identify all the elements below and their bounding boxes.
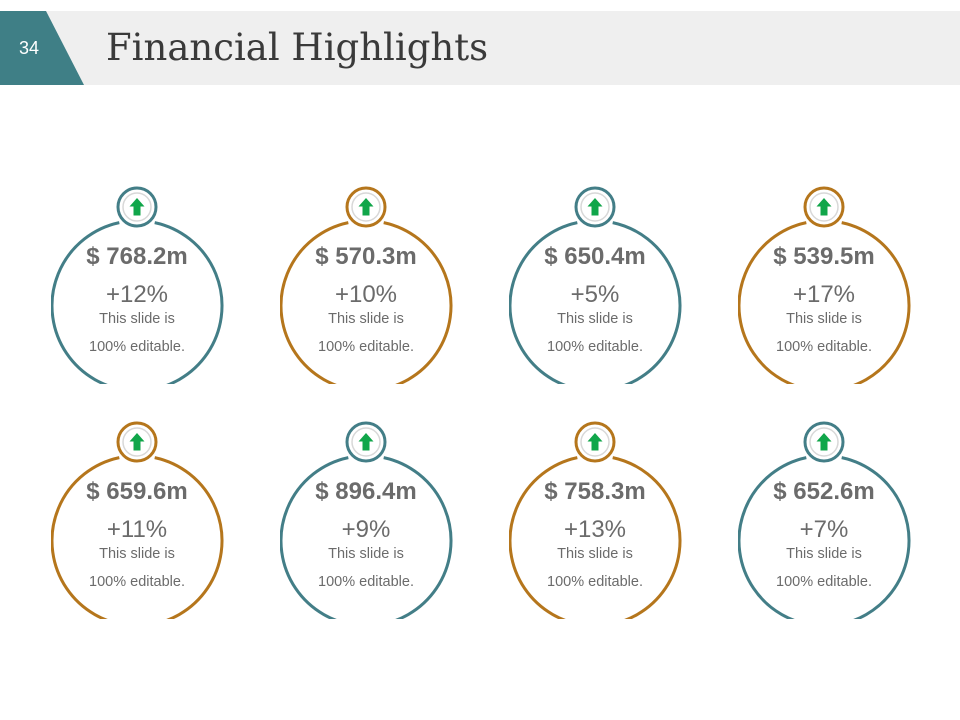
metric-description-line1: This slide is (557, 311, 633, 327)
metric-ring (51, 421, 224, 619)
metric-card: $ 652.6m +7% This slide is 100% editable… (738, 419, 922, 619)
metric-card: $ 659.6m +11% This slide is 100% editabl… (51, 419, 235, 619)
metric-description-line2: 100% editable. (89, 339, 185, 355)
metric-change: +7% (799, 516, 849, 543)
metric-change: +5% (570, 281, 620, 308)
metric-ring (51, 186, 224, 384)
metric-card: $ 896.4m +9% This slide is 100% editable… (280, 419, 464, 619)
metric-description-line1: This slide is (328, 546, 404, 562)
metric-description-line2: 100% editable. (89, 574, 185, 590)
metric-card: $ 768.2m +12% This slide is 100% editabl… (51, 184, 235, 384)
metric-description-line1: This slide is (786, 546, 862, 562)
metric-ring (280, 186, 453, 384)
up-arrow-icon (358, 198, 374, 216)
slide-number-tab: 34 (0, 11, 84, 85)
slide-number: 34 (18, 38, 40, 58)
metric-description-line2: 100% editable. (547, 339, 643, 355)
metric-description-line1: This slide is (786, 311, 862, 327)
slide-number-tab-shape (0, 11, 84, 85)
up-arrow-icon (816, 198, 832, 216)
metric-description-line1: This slide is (99, 546, 175, 562)
metric-ring (738, 186, 911, 384)
header-band (0, 11, 960, 85)
up-arrow-icon (587, 433, 603, 451)
metric-card: $ 758.3m +13% This slide is 100% editabl… (509, 419, 693, 619)
page-title: Financial Highlights (106, 26, 489, 69)
metric-description-line2: 100% editable. (547, 574, 643, 590)
metric-description-line2: 100% editable. (318, 339, 414, 355)
metric-amount: $ 758.3m (544, 478, 646, 505)
metric-description-line2: 100% editable. (318, 574, 414, 590)
up-arrow-icon (129, 198, 145, 216)
metric-amount: $ 896.4m (315, 478, 417, 505)
metric-amount: $ 539.5m (773, 243, 875, 270)
metric-change: +13% (563, 516, 627, 543)
metric-description-line1: This slide is (328, 311, 404, 327)
metric-ring (280, 421, 453, 619)
metric-description-line1: This slide is (557, 546, 633, 562)
metric-description-line1: This slide is (99, 311, 175, 327)
metric-card: $ 570.3m +10% This slide is 100% editabl… (280, 184, 464, 384)
metric-change: +9% (341, 516, 391, 543)
metric-card: $ 539.5m +17% This slide is 100% editabl… (738, 184, 922, 384)
metric-description-line2: 100% editable. (776, 574, 872, 590)
metric-change: +17% (792, 281, 856, 308)
metric-ring (509, 421, 682, 619)
metric-amount: $ 652.6m (773, 478, 875, 505)
up-arrow-icon (129, 433, 145, 451)
metric-change: +11% (106, 516, 168, 543)
metric-amount: $ 650.4m (544, 243, 646, 270)
metric-change: +12% (105, 281, 169, 308)
metric-ring (738, 421, 911, 619)
metric-ring (509, 186, 682, 384)
up-arrow-icon (358, 433, 374, 451)
metric-change: +10% (334, 281, 398, 308)
metric-amount: $ 768.2m (86, 243, 188, 270)
metric-amount: $ 570.3m (315, 243, 417, 270)
metric-description-line2: 100% editable. (776, 339, 872, 355)
metric-card: $ 650.4m +5% This slide is 100% editable… (509, 184, 693, 384)
metric-amount: $ 659.6m (86, 478, 188, 505)
up-arrow-icon (587, 198, 603, 216)
up-arrow-icon (816, 433, 832, 451)
